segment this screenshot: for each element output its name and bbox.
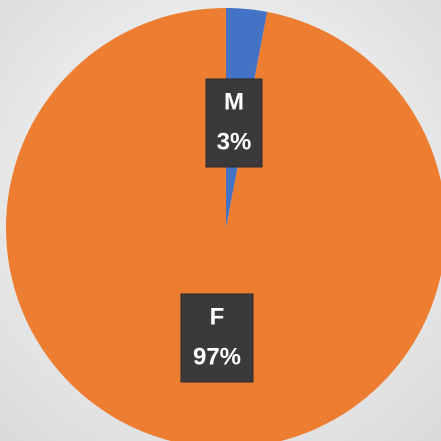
category-label: F: [210, 303, 225, 330]
labels: M 3% F 97%: [180, 78, 263, 383]
label-box: [205, 78, 263, 168]
label-box: [180, 293, 254, 383]
value-label: 97%: [193, 343, 241, 370]
value-label: 3%: [217, 128, 252, 155]
category-label: M: [224, 88, 244, 115]
pie-slice: [6, 8, 441, 441]
